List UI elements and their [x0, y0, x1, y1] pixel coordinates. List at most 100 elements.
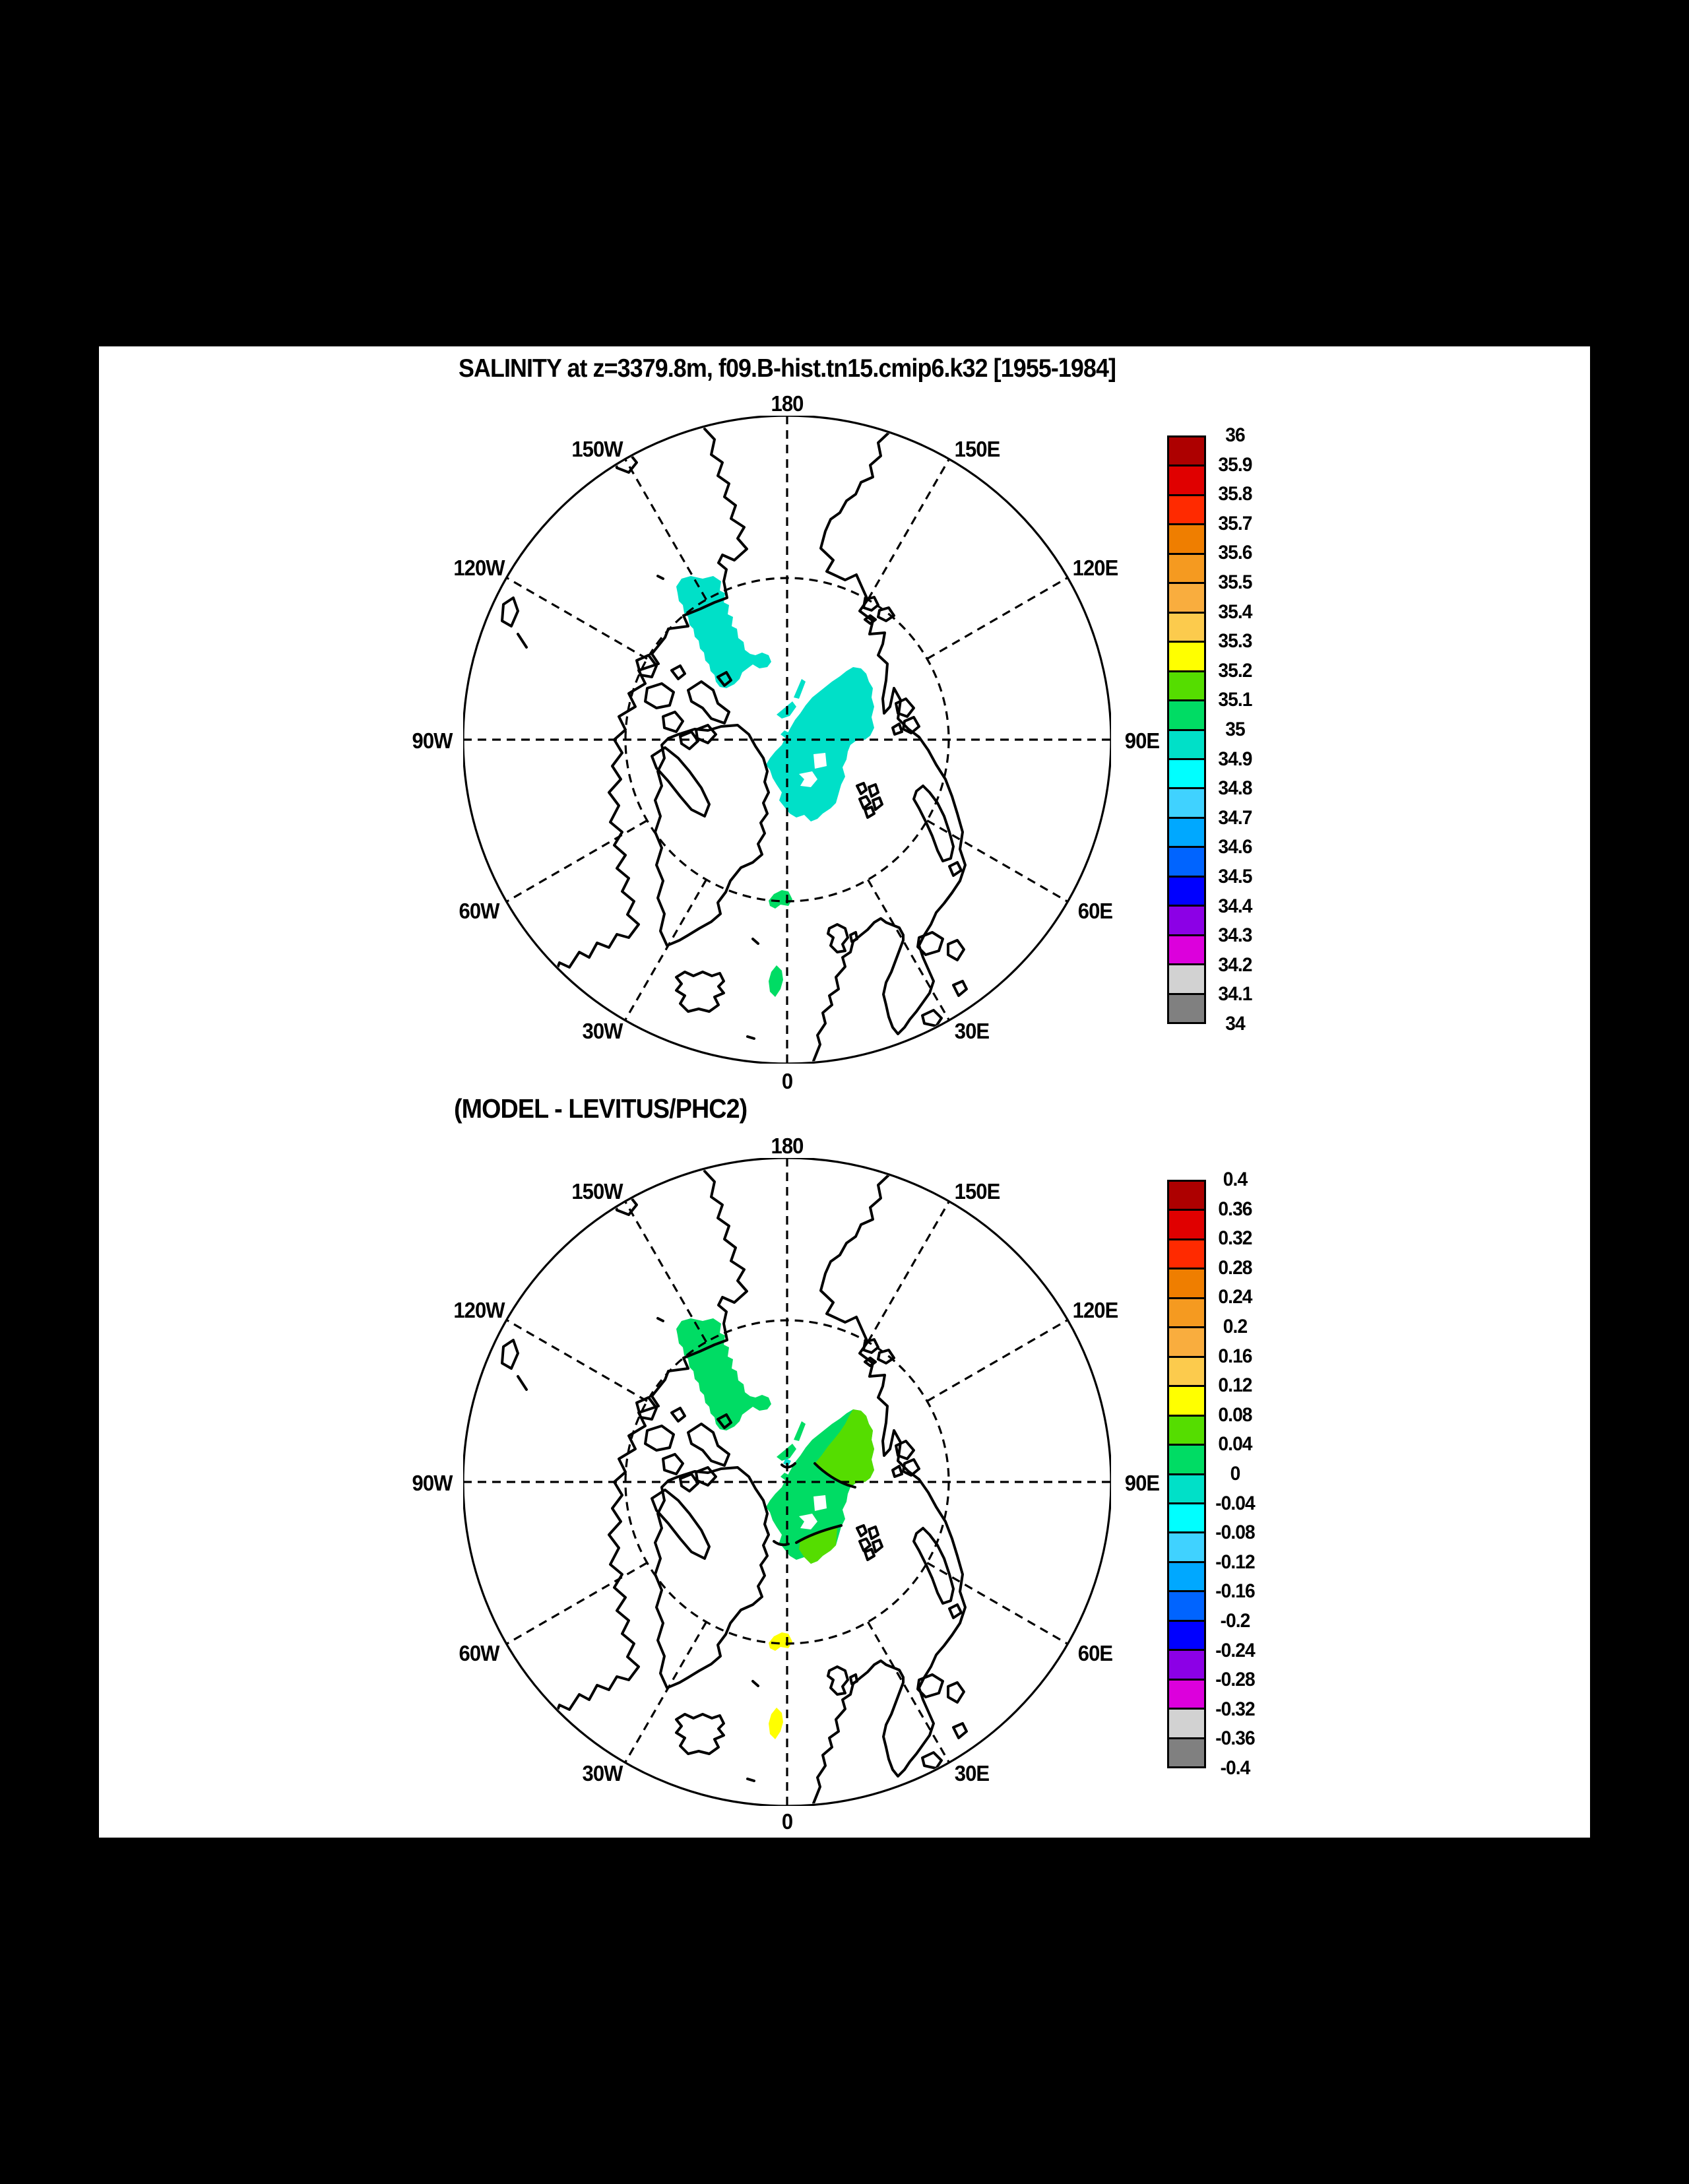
colorbar-cell: [1169, 496, 1204, 526]
colorbar-tick-label: 0.36: [1218, 1198, 1252, 1220]
meridian-label-180: 180: [771, 1134, 804, 1158]
graticule: [463, 416, 1111, 1064]
meridian-label-0: 0: [781, 1069, 793, 1093]
meridian-label-30w: 30W: [582, 1761, 623, 1785]
meridian-label-90e: 90E: [1124, 1471, 1160, 1495]
colorbar-cell: [1169, 437, 1204, 467]
colorbar-tick-label: 36: [1225, 424, 1245, 446]
meridian-label-120w: 120W: [453, 1298, 505, 1322]
colorbar-cell: [1169, 877, 1204, 907]
colorbar-cell: [1169, 1211, 1204, 1240]
colorbar-cell: [1169, 1416, 1204, 1446]
colorbar-cell: [1169, 1182, 1204, 1211]
colorbar-cell: [1169, 1680, 1204, 1710]
meridian-label-120e: 120E: [1072, 556, 1119, 580]
polar-map-top: [463, 416, 1111, 1064]
meridian-label-150w: 150W: [571, 437, 623, 461]
colorbar-tick-label: 34.5: [1218, 866, 1252, 887]
colorbar-tick-label: -0.04: [1215, 1492, 1256, 1514]
colorbar-bottom-labels: 0.4 0.36 0.32 0.28 0.24 0.2 0.16 0.12 0.08 0.04 0 -…: [1197, 1169, 1273, 1779]
colorbar-cell: [1169, 525, 1204, 555]
meridian-label-90w: 90W: [412, 728, 453, 753]
colorbar-cell: [1169, 965, 1204, 995]
meridian-label-30e: 30E: [954, 1019, 990, 1043]
colorbar-cell: [1169, 643, 1204, 672]
coastlines: [501, 428, 968, 1062]
colorbar-tick-label: 35.6: [1218, 542, 1252, 564]
meridian-label-60w: 60W: [459, 899, 500, 923]
patch-pole-sliver-1: [794, 1421, 806, 1441]
meridian-label-90e: 90E: [1124, 728, 1160, 753]
colorbar-cell: [1169, 1446, 1204, 1475]
colorbar-cell: [1169, 1562, 1204, 1593]
colorbar-top: [1167, 435, 1206, 1024]
colorbar-cell: [1169, 1475, 1204, 1504]
colorbar-tick-label: 34.6: [1218, 836, 1252, 858]
colorbar-tick-label: 35.2: [1218, 659, 1252, 682]
colorbar-tick-label: 34.2: [1218, 953, 1252, 976]
colorbar-tick-label: -0.4: [1220, 1757, 1251, 1779]
colorbar-tick-label: -0.2: [1220, 1610, 1251, 1632]
colorbar-cell: [1169, 848, 1204, 878]
patch-beaufort: [676, 576, 771, 688]
colorbar-cell: [1169, 1592, 1204, 1622]
top-map-title: SALINITY at z=3379.8m, f09.B-hist.tn15.c…: [458, 354, 1116, 383]
colorbar-cell: [1169, 1269, 1204, 1299]
colorbar-cell: [1169, 1299, 1204, 1329]
patch-pole-sliver-1: [794, 679, 806, 699]
colorbar-tick-label: 0.04: [1218, 1433, 1252, 1456]
colorbar-tick-label: 35: [1225, 719, 1245, 740]
colorbar-tick-label: 34.8: [1218, 777, 1252, 800]
colorbar-cell: [1169, 613, 1204, 643]
colorbar-tick-label: 0.08: [1218, 1403, 1252, 1426]
colorbar-cell: [1169, 1357, 1204, 1388]
meridian-label-90w: 90W: [412, 1471, 453, 1495]
colorbar-cell: [1169, 701, 1204, 731]
colorbar-tick-label: 34.1: [1218, 983, 1252, 1006]
patch-norwegian-sea-2: [769, 1708, 783, 1739]
colorbar-bottom: [1167, 1180, 1206, 1768]
colorbar-cell: [1169, 1533, 1204, 1563]
meridian-label-60e: 60E: [1077, 899, 1113, 923]
colorbar-tick-label: 0.16: [1218, 1345, 1252, 1367]
colorbar-tick-label: 0.4: [1223, 1169, 1248, 1190]
colorbar-top-labels: 36 35.9 35.8 35.7 35.6 35.5 35.4 35.3 35.2 35.1 35…: [1197, 424, 1273, 1035]
colorbar-tick-label: 35.4: [1218, 600, 1252, 623]
colorbar-cell: [1169, 936, 1204, 966]
colorbar-cell: [1169, 1328, 1204, 1358]
colorbar-tick-label: -0.36: [1215, 1727, 1256, 1750]
patch-greenland-sea-2: [769, 965, 783, 997]
colorbar-tick-label: -0.08: [1215, 1522, 1256, 1544]
colorbar-tick-label: 35.8: [1218, 483, 1252, 505]
graticule: [463, 1158, 1111, 1806]
patch-norwegian-sea-1: [769, 1632, 792, 1651]
colorbar-cell: [1169, 759, 1204, 790]
meridian-label-150e: 150E: [954, 437, 1001, 461]
colorbar-cell: [1169, 466, 1204, 496]
meridian-label-150e: 150E: [954, 1179, 1001, 1204]
colorbar-cell: [1169, 1739, 1204, 1767]
meridian-label-30w: 30W: [582, 1019, 623, 1043]
colorbar-tick-label: 35.3: [1218, 630, 1252, 653]
meridian-label-180: 180: [771, 391, 804, 416]
colorbar-tick-label: 0.32: [1218, 1227, 1252, 1250]
colorbar-cell: [1169, 907, 1204, 936]
meridian-label-120w: 120W: [453, 556, 505, 580]
colorbar-tick-label: 35.1: [1218, 689, 1252, 711]
colorbar-tick-label: 35.7: [1218, 512, 1252, 534]
colorbar-tick-label: -0.32: [1215, 1698, 1256, 1720]
colorbar-cell: [1169, 994, 1204, 1023]
colorbar-cell: [1169, 789, 1204, 819]
colorbar-tick-label: 35.9: [1218, 453, 1252, 476]
colorbar-tick-label: 0: [1230, 1463, 1241, 1485]
colorbar-tick-label: 0.12: [1218, 1374, 1252, 1397]
coastlines: [501, 1170, 968, 1805]
colorbar-cell: [1169, 1710, 1204, 1739]
meridian-label-60w: 60W: [459, 1641, 500, 1665]
colorbar-cell: [1169, 672, 1204, 702]
colorbar-cell: [1169, 584, 1204, 614]
colorbar-tick-label: -0.12: [1215, 1551, 1256, 1573]
colorbar-tick-label: 0.28: [1218, 1256, 1252, 1279]
colorbar-cell: [1169, 1651, 1204, 1681]
